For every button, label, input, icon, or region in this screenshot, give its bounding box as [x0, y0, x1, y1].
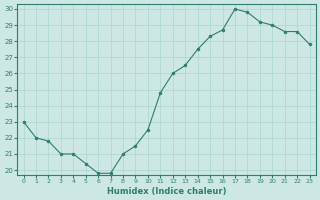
- X-axis label: Humidex (Indice chaleur): Humidex (Indice chaleur): [107, 187, 226, 196]
